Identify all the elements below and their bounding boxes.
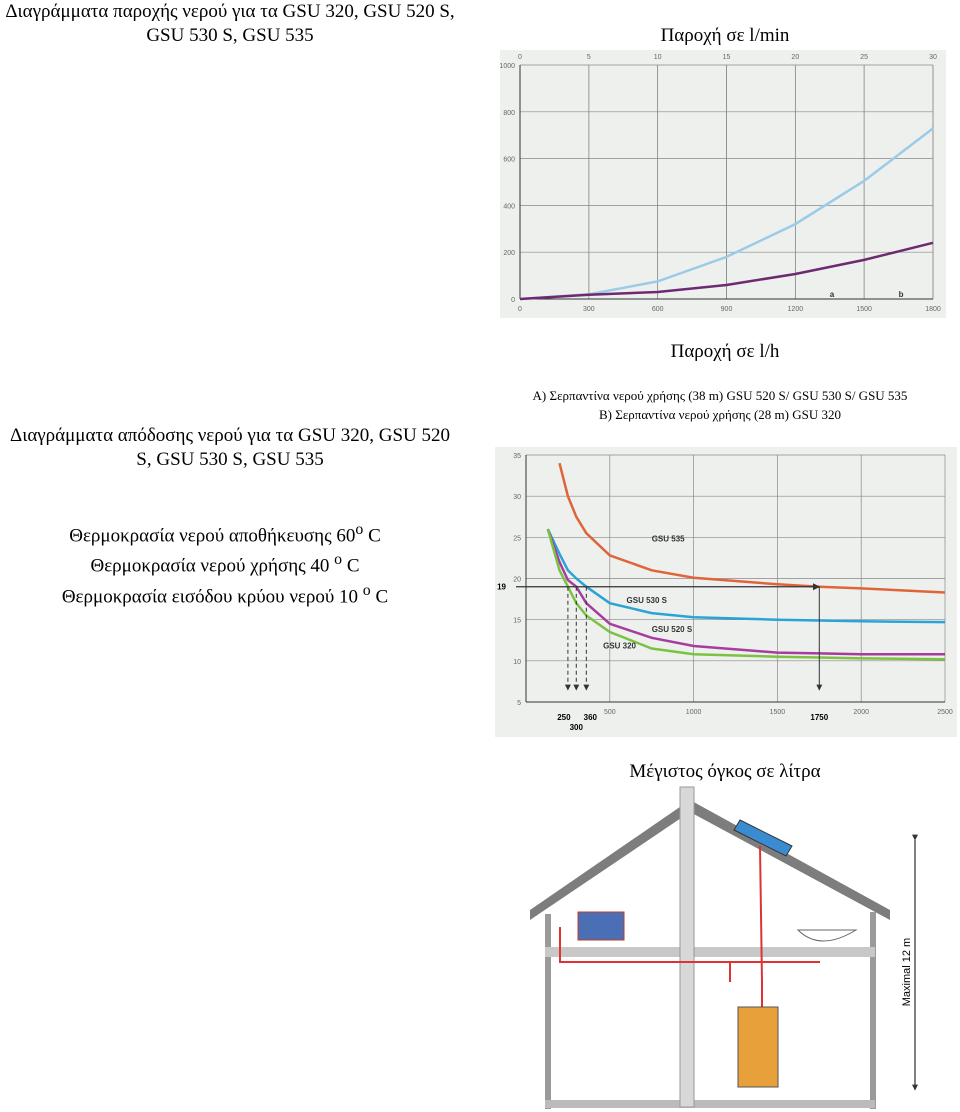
y-tick-label: 20: [513, 577, 521, 584]
reference-x-label: 250: [557, 713, 571, 722]
reference-label: 19: [497, 583, 506, 592]
x-tick-label: 1500: [770, 709, 786, 716]
sup: o: [362, 581, 371, 599]
x-axis-label: Παροχή σε l/h: [670, 341, 780, 362]
boiler: [737, 1006, 779, 1088]
series-line: [546, 528, 946, 624]
unit: C: [346, 555, 360, 577]
chart-background: [495, 447, 957, 737]
x2-tick-label: 30: [929, 54, 937, 61]
note: A) Σερπαντίνα νερού χρήσης (38 m) GSU 52…: [532, 388, 908, 403]
unit: C: [368, 525, 381, 547]
supply-heading: Διαγράμματα παροχής νερού για τα GSU 320…: [5, 1, 455, 46]
series-label: b: [899, 290, 904, 299]
notes: A) Σερπαντίνα νερού χρήσης (38 m) GSU 52…: [480, 386, 960, 424]
condition: Θερμοκρασία εισόδου κρύου νερού 10 o C: [0, 579, 450, 609]
unit: C: [375, 585, 389, 607]
radiator: [577, 911, 625, 941]
x-axis-label: Μέγιστος όγκος σε λίτρα: [629, 761, 821, 782]
y-tick-label: 800: [503, 110, 515, 117]
sup: o: [334, 551, 343, 569]
wall: [870, 912, 876, 1109]
bathtub: [796, 929, 858, 942]
chimney: [679, 786, 695, 1108]
y-tick-label: 0: [511, 297, 515, 304]
x2-tick-label: 25: [860, 54, 868, 61]
y-tick-label: 25: [513, 535, 521, 542]
installation-diagram: Maximal 12 m: [530, 786, 918, 1109]
y-tick-label: 1000: [499, 63, 515, 70]
y-tick-label: 400: [503, 203, 515, 210]
x-tick-label: 600: [652, 306, 664, 313]
text: Θερμοκρασία εισόδου κρύου νερού 10: [61, 585, 359, 607]
x-tick-label: 900: [721, 306, 733, 313]
series-label: GSU 535: [652, 534, 685, 543]
x-tick-label: 1500: [856, 306, 872, 313]
x2-tick-label: 0: [518, 54, 522, 61]
ground: [545, 1100, 875, 1108]
y-tick-label: 30: [513, 494, 521, 501]
x-tick-label: 1800: [925, 306, 941, 313]
x-tick-label: 1200: [788, 306, 804, 313]
series-label: GSU 320: [603, 641, 636, 650]
y-tick-label: 600: [503, 157, 515, 164]
x2-tick-label: 5: [587, 54, 591, 61]
series-line: [558, 462, 946, 594]
series-line: [546, 528, 946, 661]
y-tick-label: 5: [517, 700, 521, 707]
series-label: GSU 530 S: [627, 596, 668, 605]
chart-background: [500, 50, 946, 318]
y-tick-label: 35: [513, 453, 521, 460]
wall: [545, 914, 551, 1109]
y-tick-label: 200: [503, 250, 515, 257]
roof: [530, 800, 890, 920]
condition: Θερμοκρασία νερού χρήσης 40 o C: [0, 548, 450, 578]
reference-x-label: 1750: [810, 713, 828, 722]
x2-tick-label: 20: [791, 54, 799, 61]
pipes: [559, 845, 820, 1027]
y-tick-label: 10: [513, 659, 521, 666]
solar-panel: [733, 819, 793, 857]
reference-x-label: 300: [570, 723, 584, 732]
conditions: Θερμοκρασία νερού αποθήκευσης 60o C Θερμ…: [0, 518, 450, 609]
x2-tick-label: 10: [654, 54, 662, 61]
sup: o: [355, 521, 364, 538]
x2-tick-label: 15: [723, 54, 731, 61]
x-tick-label: 300: [583, 306, 595, 313]
series-label: GSU 520 S: [652, 625, 693, 634]
condition: Θερμοκρασία νερού αποθήκευσης 60o C: [0, 518, 450, 548]
x-tick-label: 0: [518, 306, 522, 313]
x-tick-label: 2000: [853, 709, 869, 716]
note: B) Σερπαντίνα νερού χρήσης (28 m) GSU 32…: [599, 407, 841, 422]
series-label: a: [830, 290, 835, 299]
x-tick-label: 2500: [937, 709, 953, 716]
floor: [545, 947, 875, 957]
series-line: [519, 241, 934, 301]
text: Θερμοκρασία νερού χρήσης 40: [90, 555, 330, 577]
output-heading: Διαγράμματα απόδοσης νερού για τα GSU 32…: [9, 425, 450, 470]
series-line: [546, 528, 945, 656]
chart-title: Παροχή σε l/min: [660, 25, 790, 46]
x-tick-label: 500: [604, 709, 616, 716]
height-label: Maximal 12 m: [901, 938, 913, 1006]
x-tick-label: 1000: [686, 709, 702, 716]
y-tick-label: 15: [513, 618, 521, 625]
reference-x-label: 360: [584, 713, 598, 722]
text: Θερμοκρασία νερού αποθήκευσης 60: [69, 525, 356, 547]
